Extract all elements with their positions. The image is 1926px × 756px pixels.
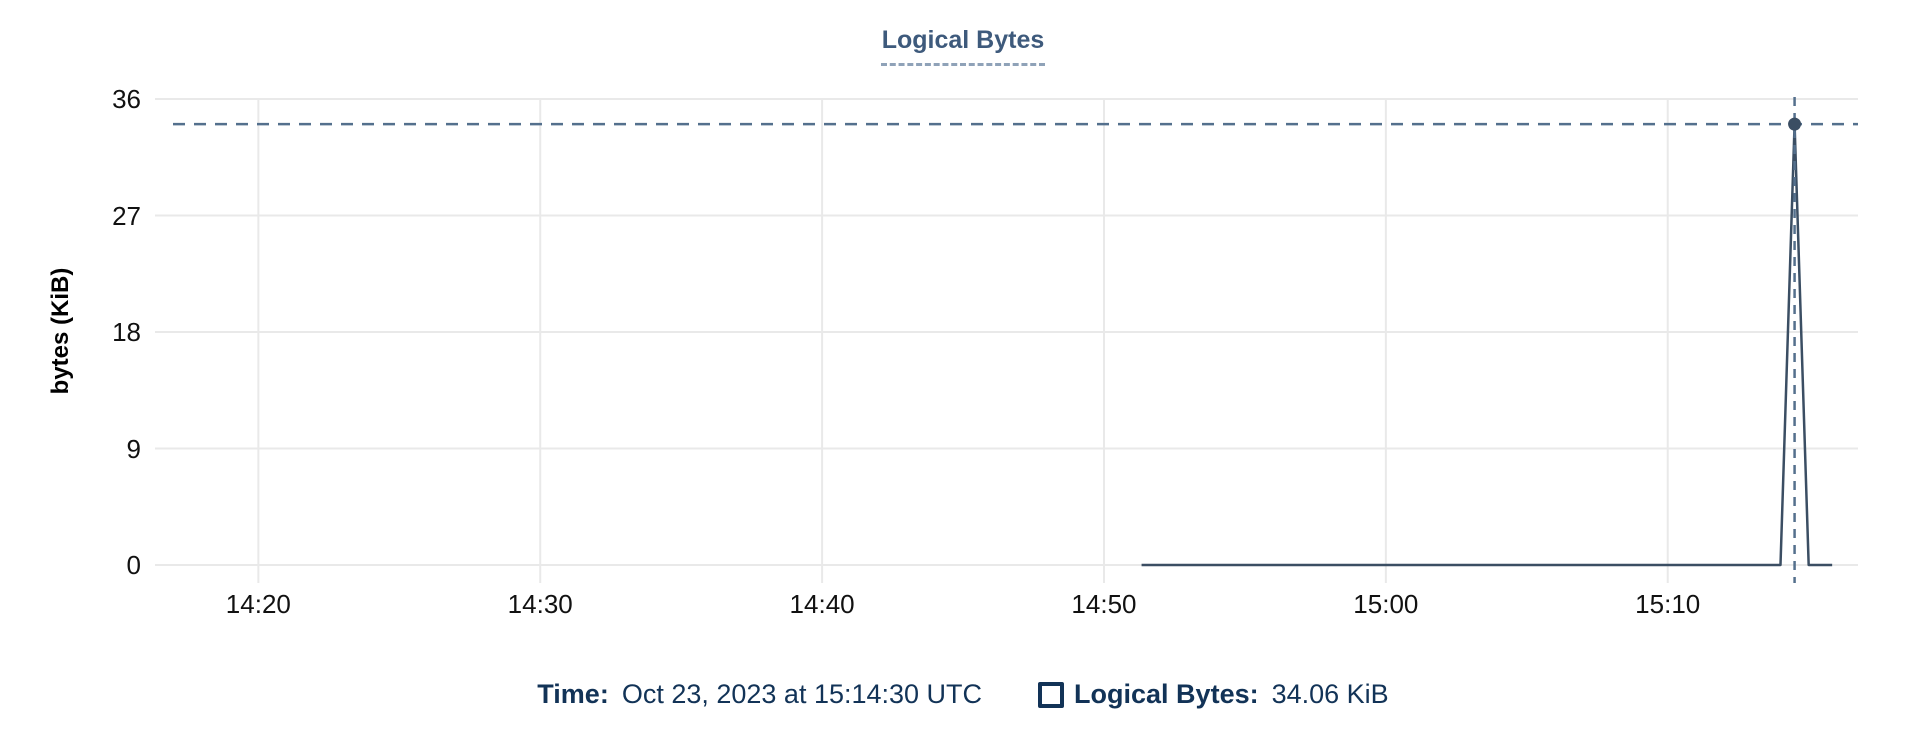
h-gridlines — [155, 98, 1858, 566]
y-tick-label: 36 — [112, 84, 141, 114]
v-gridlines — [257, 99, 1669, 583]
tooltip-bar: Time: Oct 23, 2023 at 15:14:30 UTC Logic… — [0, 679, 1926, 710]
y-tick-label: 18 — [112, 317, 141, 347]
x-tick-label: 14:30 — [507, 589, 573, 619]
tooltip-series-label: Logical Bytes: — [1074, 679, 1259, 709]
x-tick-label: 14:40 — [789, 589, 855, 619]
chart-title-row: Logical Bytes — [0, 26, 1926, 66]
x-tick-label: 15:10 — [1635, 589, 1701, 619]
y-tick-label: 9 — [126, 433, 141, 464]
x-tick-label: 15:00 — [1353, 589, 1419, 619]
tooltip-series-value: 34.06 KiB — [1271, 679, 1389, 709]
chart-title[interactable]: Logical Bytes — [880, 26, 1046, 66]
x-tick-label: 14:20 — [225, 589, 291, 619]
y-tick-label: 0 — [126, 550, 141, 580]
data-line — [1141, 122, 1833, 567]
legend-swatch-icon — [1038, 681, 1065, 708]
tooltip-time-label: Time: — [537, 679, 609, 709]
tooltip-time-value: Oct 23, 2023 at 15:14:30 UTC — [621, 679, 983, 709]
y-tick-label: 27 — [112, 200, 141, 231]
x-tick-label: 14:50 — [1071, 589, 1137, 619]
data-point[interactable] — [1788, 117, 1802, 131]
